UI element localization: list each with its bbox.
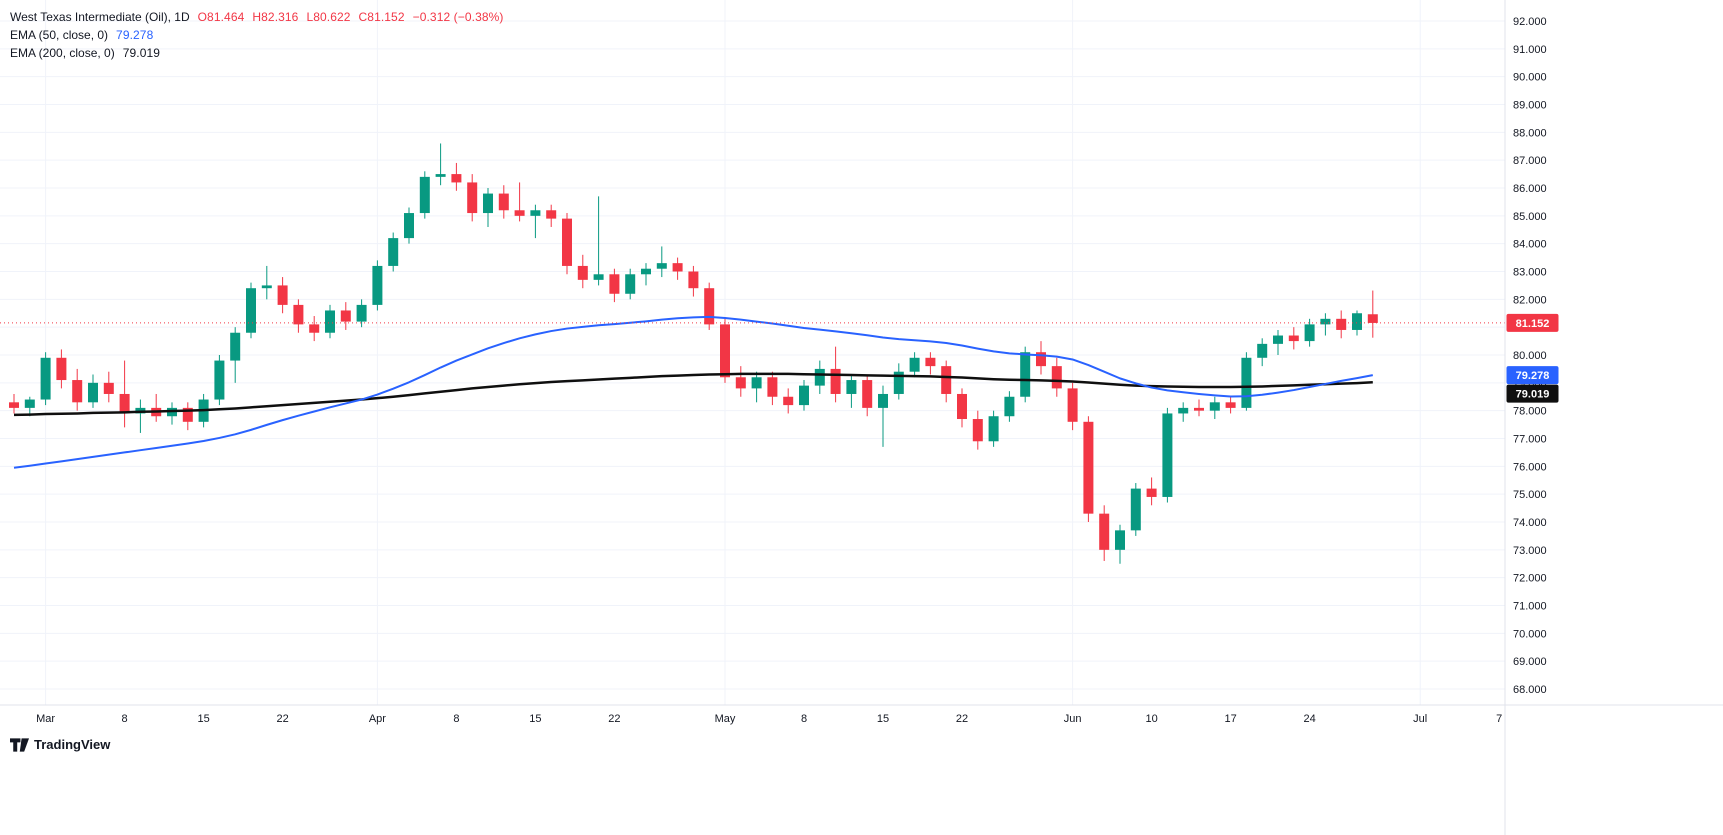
price-tag bbox=[1506, 384, 1559, 403]
svg-text:Mar: Mar bbox=[36, 713, 55, 725]
svg-text:69.000: 69.000 bbox=[1513, 656, 1547, 668]
price-tag bbox=[1506, 366, 1559, 385]
svg-text:68.000: 68.000 bbox=[1513, 684, 1547, 696]
svg-text:24: 24 bbox=[1303, 713, 1315, 725]
svg-text:22: 22 bbox=[276, 713, 288, 725]
gridlines bbox=[0, 0, 1505, 705]
symbol-row[interactable]: West Texas Intermediate (Oil), 1D O81.46… bbox=[10, 8, 504, 26]
chart-legend: West Texas Intermediate (Oil), 1D O81.46… bbox=[10, 8, 504, 62]
ohlc-close: C81.152 bbox=[358, 10, 405, 24]
ema200-row[interactable]: EMA (200, close, 0) 79.019 bbox=[10, 44, 504, 62]
symbol-title: West Texas Intermediate (Oil), 1D bbox=[10, 10, 190, 24]
svg-text:88.000: 88.000 bbox=[1513, 127, 1547, 139]
svg-text:71.000: 71.000 bbox=[1513, 601, 1547, 613]
ema200-label: EMA (200, close, 0) bbox=[10, 46, 115, 60]
svg-text:89.000: 89.000 bbox=[1513, 100, 1547, 112]
svg-text:8: 8 bbox=[453, 713, 459, 725]
svg-text:80.000: 80.000 bbox=[1513, 350, 1547, 362]
time-axis[interactable]: Mar 8 15 22 Apr 8 15 22 May 8 15 22 Jun 10 17 24 Jul 7 bbox=[36, 713, 1502, 725]
svg-text:75.000: 75.000 bbox=[1513, 489, 1547, 501]
svg-text:74.000: 74.000 bbox=[1513, 517, 1547, 529]
svg-text:22: 22 bbox=[608, 713, 620, 725]
svg-text:17: 17 bbox=[1224, 713, 1236, 725]
svg-text:84.000: 84.000 bbox=[1513, 239, 1547, 251]
tradingview-icon bbox=[10, 737, 29, 752]
price-tag bbox=[1506, 313, 1559, 332]
svg-text:73.000: 73.000 bbox=[1513, 545, 1547, 557]
ohlc-high: H82.316 bbox=[252, 10, 299, 24]
price-change: −0.312 (−0.38%) bbox=[412, 10, 504, 24]
svg-text:22: 22 bbox=[956, 713, 968, 725]
svg-text:92.000: 92.000 bbox=[1513, 16, 1547, 28]
svg-text:15: 15 bbox=[877, 713, 889, 725]
svg-text:Jun: Jun bbox=[1064, 713, 1082, 725]
svg-text:May: May bbox=[715, 713, 736, 725]
svg-text:87.000: 87.000 bbox=[1513, 155, 1547, 167]
svg-text:76.000: 76.000 bbox=[1513, 461, 1547, 473]
svg-text:90.000: 90.000 bbox=[1513, 72, 1547, 84]
tradingview-wordmark: TradingView bbox=[34, 737, 111, 752]
svg-text:15: 15 bbox=[529, 713, 541, 725]
ema50-line[interactable] bbox=[13, 315, 1373, 469]
svg-text:77.000: 77.000 bbox=[1513, 434, 1547, 446]
svg-text:83.000: 83.000 bbox=[1513, 267, 1547, 279]
svg-text:79.019: 79.019 bbox=[1516, 389, 1550, 401]
svg-text:78.000: 78.000 bbox=[1513, 406, 1547, 418]
price-axis[interactable]: 92.000 91.000 90.000 89.000 88.000 87.000 86.0… bbox=[1513, 16, 1547, 696]
ema200-value: 79.019 bbox=[122, 46, 161, 60]
svg-text:86.000: 86.000 bbox=[1513, 183, 1547, 195]
svg-text:15: 15 bbox=[197, 713, 209, 725]
svg-text:91.000: 91.000 bbox=[1513, 44, 1547, 56]
svg-text:10: 10 bbox=[1145, 713, 1157, 725]
svg-text:Jul: Jul bbox=[1413, 713, 1427, 725]
candles-layer bbox=[9, 143, 1378, 564]
ohlc-open: O81.464 bbox=[197, 10, 245, 24]
svg-text:7: 7 bbox=[1496, 713, 1502, 725]
price-tag-layer: 81.152 79.278 79.019 bbox=[1506, 313, 1559, 403]
svg-text:72.000: 72.000 bbox=[1513, 573, 1547, 585]
ohlc-low: L80.622 bbox=[306, 10, 351, 24]
svg-text:85.000: 85.000 bbox=[1513, 211, 1547, 223]
svg-text:79.278: 79.278 bbox=[1516, 370, 1550, 382]
svg-text:Apr: Apr bbox=[369, 713, 386, 725]
svg-text:81.152: 81.152 bbox=[1516, 318, 1550, 330]
svg-text:8: 8 bbox=[801, 713, 807, 725]
tradingview-logo[interactable]: TradingView bbox=[10, 737, 110, 752]
ema50-value: 79.278 bbox=[116, 28, 154, 42]
svg-text:82.000: 82.000 bbox=[1513, 294, 1547, 306]
svg-text:8: 8 bbox=[122, 713, 128, 725]
svg-text:70.000: 70.000 bbox=[1513, 628, 1547, 640]
ema50-label: EMA (50, close, 0) bbox=[10, 28, 109, 42]
ema50-row[interactable]: EMA (50, close, 0) 79.278 bbox=[10, 26, 504, 44]
